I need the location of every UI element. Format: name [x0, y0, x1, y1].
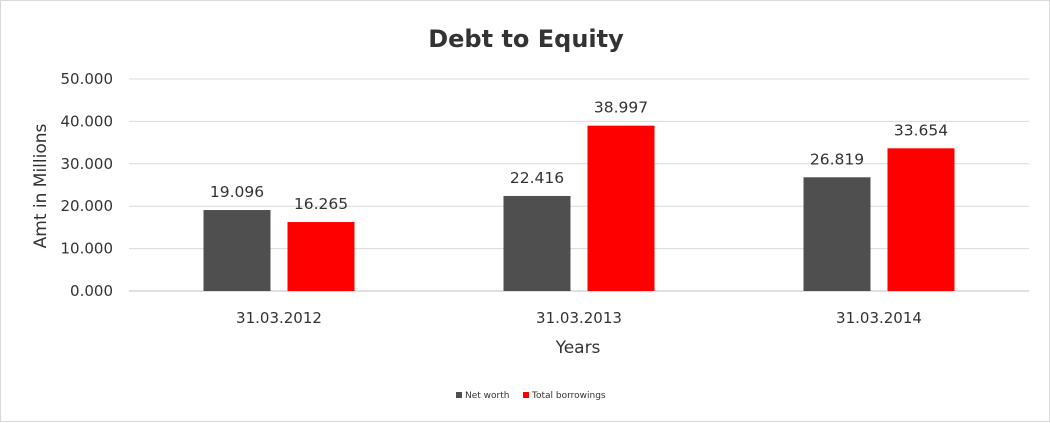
bar-net-worth — [503, 195, 571, 291]
bar-total-borrowings — [287, 222, 355, 291]
data-label: 33.654 — [894, 121, 948, 139]
bars: 19.096 16.265 22.416 38.997 26.819 33.654 — [203, 99, 955, 292]
legend-label: Net worth — [465, 391, 509, 401]
bar-total-borrowings — [587, 125, 655, 292]
legend-swatch — [456, 392, 462, 398]
x-tick-label: 31.03.2012 — [236, 309, 322, 327]
y-tick-label: 0.000 — [70, 282, 113, 300]
bar-net-worth — [203, 210, 271, 291]
bar-net-worth — [803, 177, 871, 291]
data-label: 16.265 — [294, 195, 348, 213]
y-tick-label: 50.000 — [61, 70, 114, 88]
legend-label: Total borrowings — [531, 391, 606, 401]
y-tick-label: 30.000 — [61, 155, 114, 173]
x-tick-label: 31.03.2014 — [836, 309, 922, 327]
data-label: 22.416 — [510, 169, 564, 187]
data-label: 26.819 — [810, 150, 864, 168]
y-tick-label: 20.000 — [61, 197, 114, 215]
data-label: 38.997 — [594, 99, 648, 117]
y-tick-label: 10.000 — [61, 240, 114, 258]
gridlines — [129, 78, 1029, 292]
x-axis-ticks: 31.03.2012 31.03.2013 31.03.2014 — [236, 309, 922, 327]
y-axis-label: Amt in Millions — [31, 123, 51, 248]
y-axis-ticks: 0.000 10.000 20.000 30.000 40.000 50.000 — [61, 70, 114, 300]
chart-title: Debt to Equity — [428, 25, 624, 53]
data-label: 19.096 — [210, 183, 264, 201]
x-tick-label: 31.03.2013 — [536, 309, 622, 327]
x-axis-label: Years — [555, 338, 601, 358]
y-tick-label: 40.000 — [61, 112, 114, 130]
legend-swatch — [523, 392, 529, 398]
legend: Net worth Total borrowings — [456, 391, 606, 401]
bar-total-borrowings — [887, 148, 955, 291]
